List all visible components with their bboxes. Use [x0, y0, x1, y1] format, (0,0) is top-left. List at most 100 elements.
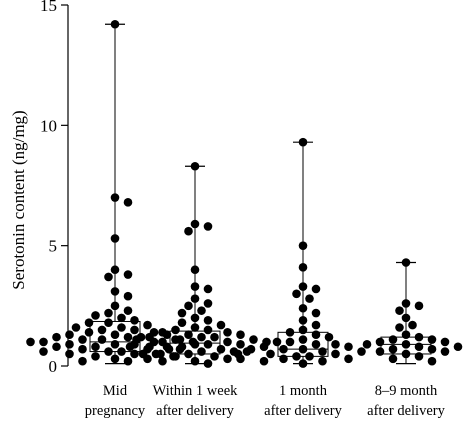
- data-point: [414, 301, 424, 311]
- x-tick-labels: Mid pregnancy Within 1 week after delivery 1…: [85, 383, 446, 419]
- data-point: [104, 347, 113, 356]
- data-point: [203, 284, 213, 294]
- data-point: [203, 315, 213, 325]
- data-point: [298, 359, 308, 368]
- data-point: [190, 313, 200, 323]
- data-point: [110, 287, 120, 296]
- x-tick-label: 1 month: [279, 383, 328, 399]
- data-point: [65, 349, 74, 359]
- data-point: [298, 282, 308, 291]
- data-point: [123, 332, 133, 342]
- data-point: [65, 330, 74, 340]
- data-point: [26, 337, 35, 347]
- data-point: [408, 320, 417, 330]
- data-point: [117, 347, 126, 356]
- data-point: [249, 335, 258, 344]
- data-point: [184, 301, 193, 311]
- data-point: [123, 306, 133, 315]
- data-point: [210, 332, 219, 342]
- data-point: [298, 325, 308, 335]
- data-point: [223, 328, 232, 337]
- data-point: [84, 328, 94, 337]
- data-point: [130, 315, 139, 325]
- data-point: [344, 342, 353, 352]
- data-point: [236, 330, 245, 340]
- x-tick-label: after delivery: [367, 403, 445, 419]
- data-point: [311, 340, 321, 349]
- y-tick-label: 0: [49, 357, 58, 376]
- data-point: [311, 308, 321, 318]
- data-point: [395, 323, 404, 332]
- data-point: [190, 219, 200, 229]
- data-point: [123, 270, 133, 279]
- data-point: [401, 299, 411, 308]
- data-point: [65, 340, 74, 349]
- data-point: [318, 347, 327, 356]
- data-point: [78, 344, 87, 354]
- data-point: [203, 299, 213, 308]
- y-ticks: 0 5 10 15: [40, 0, 68, 376]
- data-point: [91, 342, 100, 352]
- data-point: [362, 340, 372, 349]
- y-axis-label: Serotonin content (ng/mg): [9, 110, 28, 289]
- group-4: [362, 258, 463, 366]
- y-tick-label: 5: [49, 237, 58, 256]
- data-point: [104, 272, 113, 282]
- data-point: [110, 354, 120, 364]
- data-point: [78, 356, 87, 366]
- data-point: [143, 320, 152, 330]
- data-point: [39, 347, 48, 356]
- data-point: [236, 340, 245, 349]
- data-point: [203, 359, 213, 368]
- data-point: [97, 325, 107, 335]
- data-point: [177, 308, 187, 318]
- data-point: [344, 354, 353, 364]
- group-2: [125, 161, 271, 368]
- data-point: [298, 315, 308, 325]
- data-point: [184, 330, 193, 340]
- data-point: [151, 349, 161, 359]
- data-point: [292, 352, 301, 361]
- data-point: [184, 349, 193, 359]
- data-point: [331, 349, 340, 359]
- x-tick-label: after delivery: [156, 403, 234, 419]
- data-point: [52, 342, 61, 352]
- x-tick-label: Mid: [103, 383, 128, 399]
- data-point: [117, 323, 126, 332]
- data-point: [110, 330, 120, 340]
- data-point: [190, 265, 200, 275]
- data-point: [130, 349, 139, 359]
- data-point: [285, 337, 295, 347]
- data-point: [210, 352, 219, 361]
- data-point: [177, 318, 187, 327]
- data-point: [78, 335, 87, 344]
- data-point: [223, 354, 232, 364]
- data-point: [259, 342, 269, 352]
- data-point: [190, 356, 200, 366]
- data-point: [145, 342, 154, 352]
- data-point: [71, 323, 81, 332]
- data-point: [272, 337, 282, 347]
- data-point: [233, 349, 243, 359]
- data-point: [110, 301, 120, 311]
- data-point: [197, 347, 206, 356]
- data-point: [91, 352, 100, 361]
- data-point: [203, 325, 213, 335]
- data-point: [110, 340, 120, 349]
- data-point: [331, 340, 340, 349]
- data-point: [197, 306, 206, 315]
- data-point: [414, 332, 424, 342]
- data-point: [279, 344, 288, 354]
- data-point: [427, 335, 437, 344]
- data-point: [138, 349, 148, 359]
- data-point: [190, 294, 200, 303]
- data-point: [123, 198, 133, 207]
- group-1: [26, 19, 198, 366]
- data-point: [39, 337, 48, 347]
- data-point: [266, 349, 275, 359]
- data-point: [130, 325, 139, 335]
- data-point: [388, 354, 398, 364]
- data-point: [171, 325, 180, 335]
- x-tick-label: pregnancy: [85, 403, 146, 419]
